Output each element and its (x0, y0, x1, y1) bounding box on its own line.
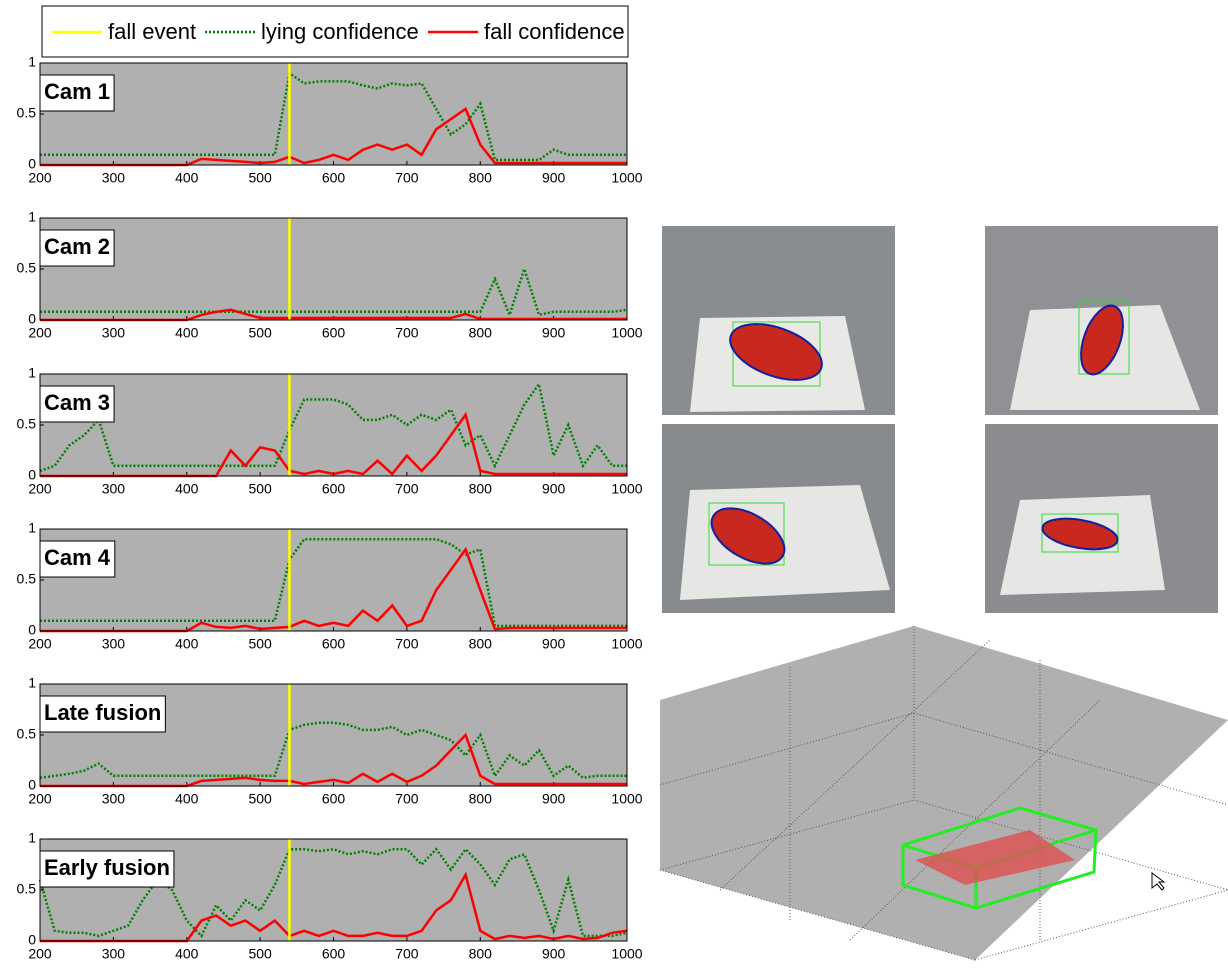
x-tick-label: 700 (395, 946, 419, 962)
plot-area (40, 218, 627, 320)
x-tick-label: 500 (248, 636, 272, 652)
y-tick-label: 1 (28, 675, 36, 691)
x-tick-label: 400 (175, 170, 199, 186)
y-tick-label: 1 (28, 54, 36, 70)
x-tick-label: 1000 (611, 791, 642, 807)
x-tick-label: 1000 (611, 946, 642, 962)
legend-label: fall confidence (484, 19, 625, 44)
x-tick-label: 600 (322, 481, 346, 497)
x-tick-label: 300 (102, 481, 126, 497)
plot-area (40, 63, 627, 165)
x-tick-label: 500 (248, 325, 272, 341)
camera-views (662, 226, 1218, 613)
x-tick-label: 800 (469, 636, 493, 652)
x-tick-label: 300 (102, 170, 126, 186)
chart-label: Early fusion (44, 855, 170, 880)
chart: 00.512003004005006007008009001000Cam 2 (17, 209, 643, 341)
x-tick-label: 1000 (611, 170, 642, 186)
chart-label: Cam 4 (44, 545, 111, 570)
x-tick-label: 1000 (611, 481, 642, 497)
x-tick-label: 300 (102, 636, 126, 652)
chart-label: Cam 2 (44, 234, 110, 259)
x-tick-label: 600 (322, 170, 346, 186)
x-tick-label: 200 (28, 946, 52, 962)
y-tick-label: 1 (28, 830, 36, 846)
y-tick-label: 0.5 (17, 416, 37, 432)
x-tick-label: 900 (542, 170, 566, 186)
y-tick-label: 0.5 (17, 726, 37, 742)
3d-plot (660, 626, 1228, 960)
x-tick-label: 600 (322, 636, 346, 652)
x-tick-label: 300 (102, 946, 126, 962)
x-tick-label: 200 (28, 791, 52, 807)
plot-area (40, 374, 627, 476)
x-tick-label: 800 (469, 946, 493, 962)
x-tick-label: 700 (395, 325, 419, 341)
x-tick-label: 800 (469, 325, 493, 341)
legend-label: lying confidence (261, 19, 419, 44)
x-tick-label: 500 (248, 170, 272, 186)
y-tick-label: 0.5 (17, 260, 37, 276)
x-tick-label: 200 (28, 636, 52, 652)
y-tick-label: 0.5 (17, 881, 37, 897)
x-tick-label: 1000 (611, 325, 642, 341)
chart-label: Cam 1 (44, 79, 110, 104)
x-tick-label: 600 (322, 325, 346, 341)
x-tick-label: 700 (395, 481, 419, 497)
camera-image (985, 424, 1218, 613)
chart-label: Cam 3 (44, 390, 110, 415)
x-tick-label: 400 (175, 636, 199, 652)
x-tick-label: 700 (395, 791, 419, 807)
x-tick-label: 900 (542, 481, 566, 497)
y-tick-label: 1 (28, 520, 36, 536)
x-tick-label: 600 (322, 946, 346, 962)
x-tick-label: 500 (248, 481, 272, 497)
x-tick-label: 500 (248, 791, 272, 807)
x-tick-label: 300 (102, 791, 126, 807)
x-tick-label: 900 (542, 636, 566, 652)
x-tick-label: 800 (469, 481, 493, 497)
plot-area (40, 529, 627, 631)
x-tick-label: 200 (28, 170, 52, 186)
y-tick-label: 1 (28, 209, 36, 225)
x-tick-label: 400 (175, 481, 199, 497)
camera-image (985, 226, 1218, 415)
camera-image (662, 226, 895, 415)
x-tick-label: 400 (175, 325, 199, 341)
x-tick-label: 900 (542, 946, 566, 962)
x-tick-label: 400 (175, 791, 199, 807)
x-tick-label: 200 (28, 325, 52, 341)
y-tick-label: 0.5 (17, 571, 37, 587)
legend: fall event lying confidence fall confide… (42, 6, 628, 57)
x-tick-label: 700 (395, 636, 419, 652)
x-tick-label: 900 (542, 325, 566, 341)
x-tick-label: 900 (542, 791, 566, 807)
x-tick-label: 1000 (611, 636, 642, 652)
x-tick-label: 200 (28, 481, 52, 497)
x-tick-label: 800 (469, 170, 493, 186)
x-tick-label: 700 (395, 170, 419, 186)
x-tick-label: 600 (322, 791, 346, 807)
legend-label: fall event (108, 19, 196, 44)
y-tick-label: 1 (28, 365, 36, 381)
x-tick-label: 800 (469, 791, 493, 807)
x-tick-label: 400 (175, 946, 199, 962)
screen: fall event lying confidence fall confide… (0, 0, 1228, 967)
x-tick-label: 300 (102, 325, 126, 341)
y-tick-label: 0.5 (17, 105, 37, 121)
camera-image (662, 424, 895, 613)
x-tick-label: 500 (248, 946, 272, 962)
chart-label: Late fusion (44, 700, 161, 725)
chart: 00.512003004005006007008009001000Cam 1 (17, 54, 643, 186)
